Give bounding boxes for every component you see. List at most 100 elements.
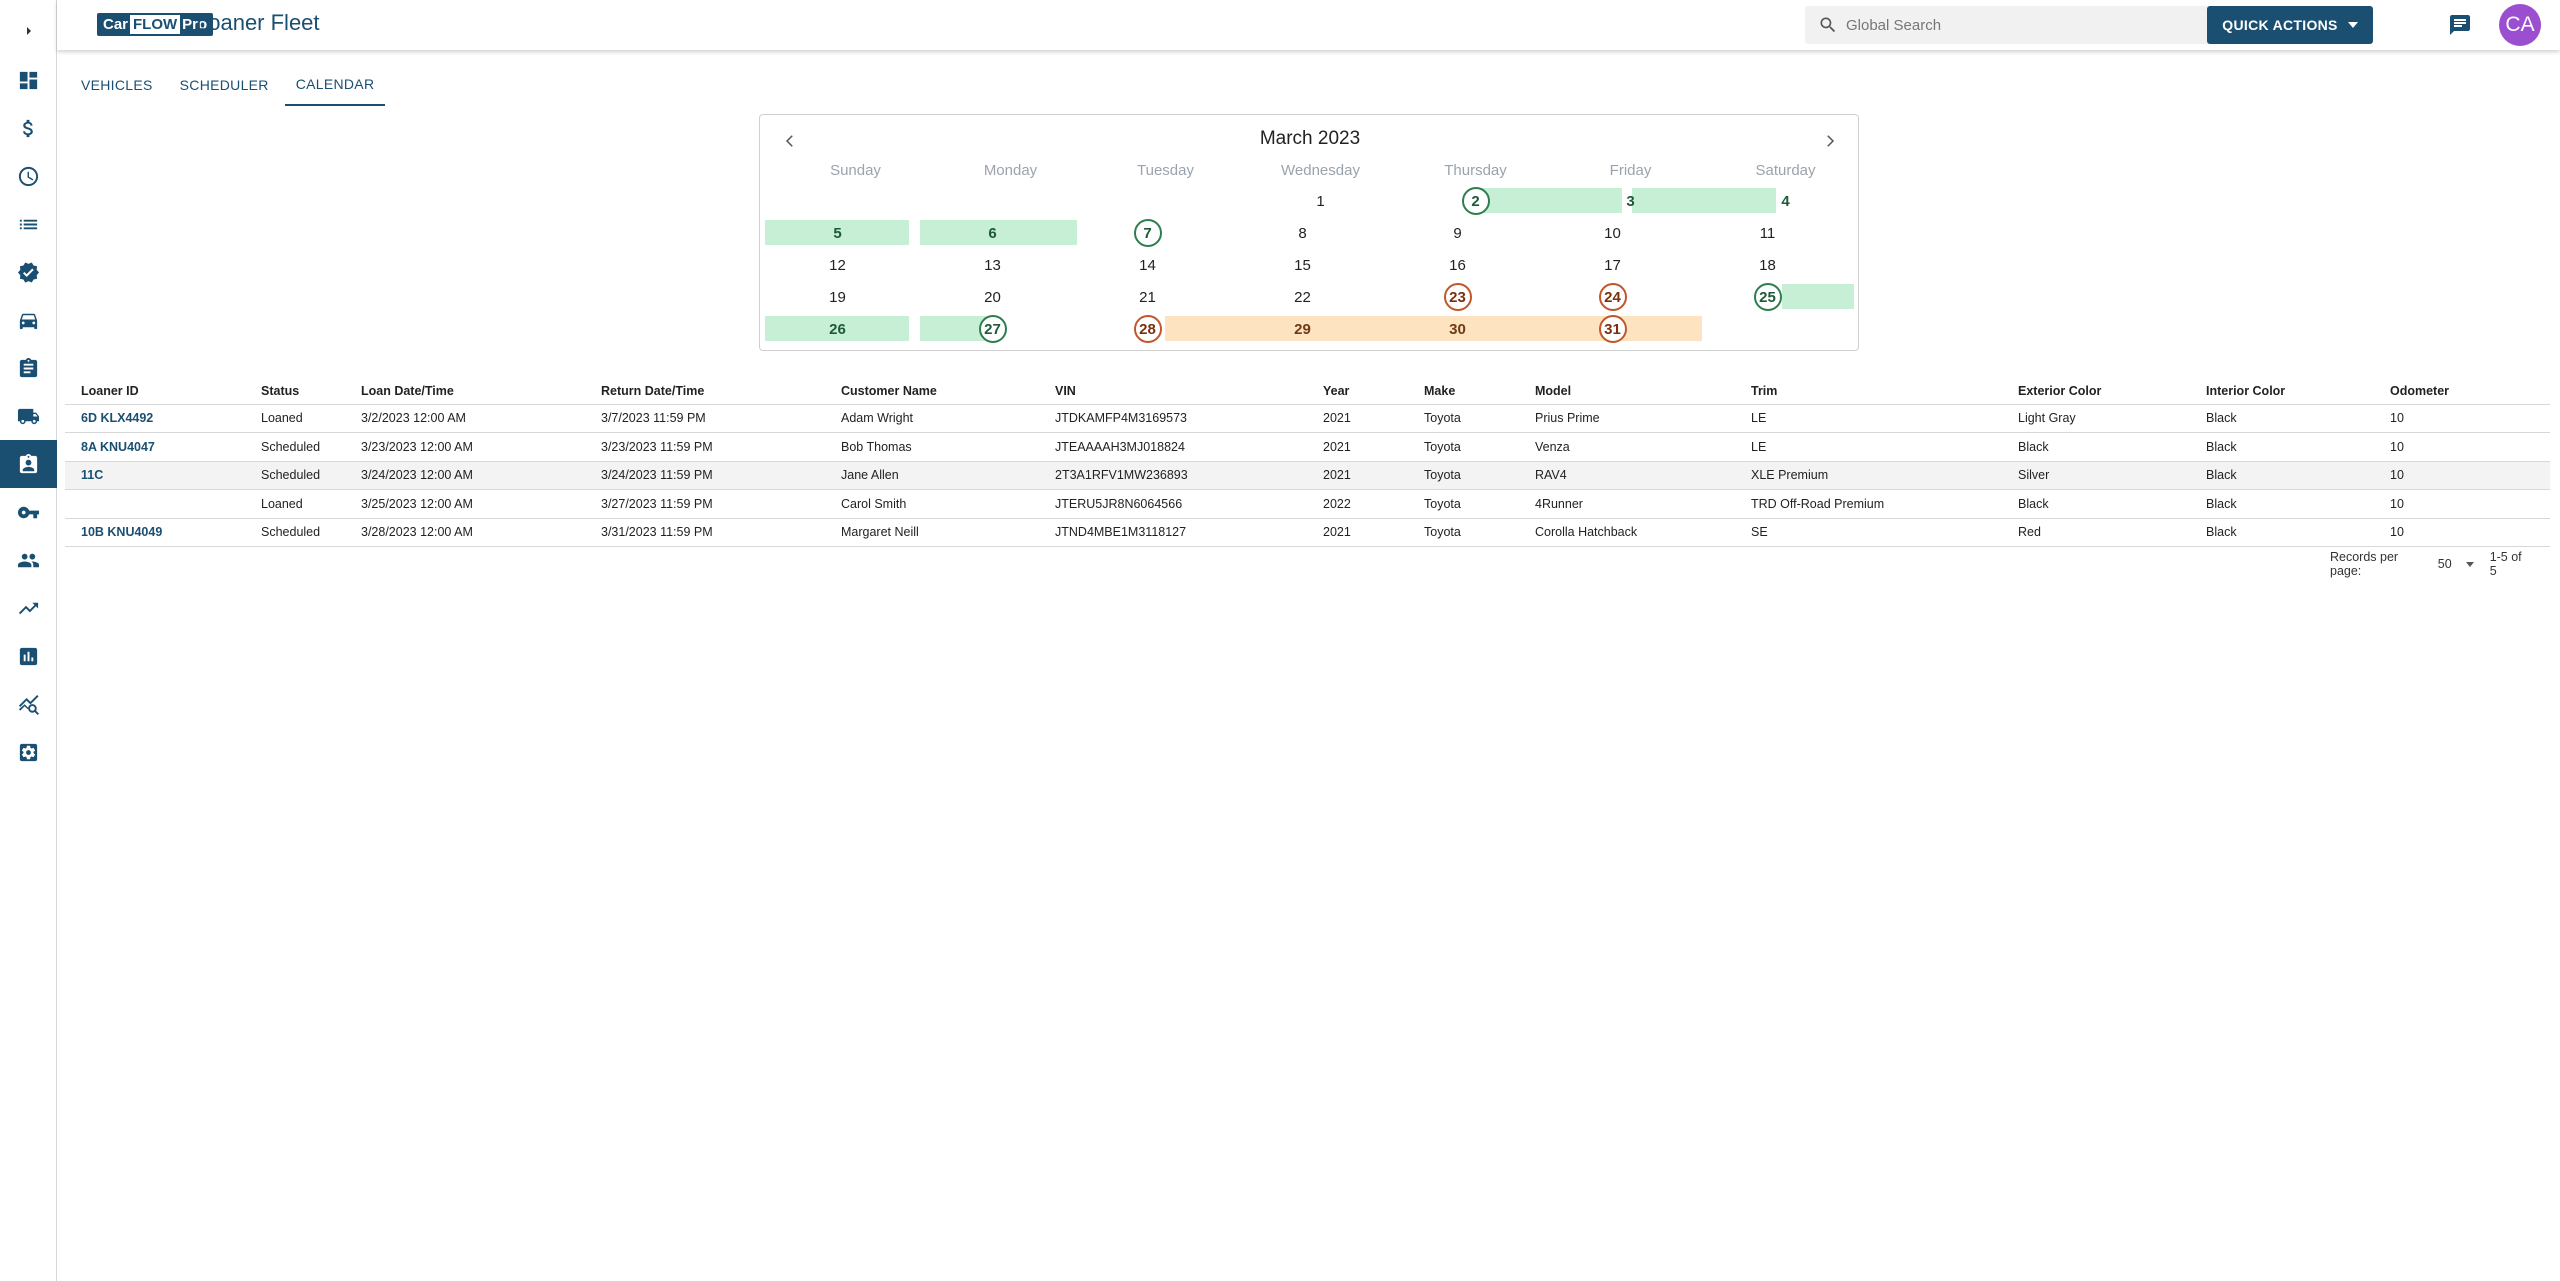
cell-vin: JTND4MBE1M3118127 xyxy=(1039,518,1307,547)
records-per-page-label: Records per page: xyxy=(2330,550,2399,578)
calendar-day[interactable]: 15 xyxy=(1294,256,1311,274)
records-per-page-select[interactable]: 50 xyxy=(2438,557,2474,571)
column-header[interactable]: Status xyxy=(245,378,345,405)
table-row[interactable]: 10B KNU4049 Scheduled 3/28/2023 12:00 AM… xyxy=(65,518,2550,547)
nav-customers[interactable] xyxy=(0,536,57,584)
nav-list[interactable] xyxy=(0,200,57,248)
calendar-day[interactable]: 24 xyxy=(1535,281,1690,313)
calendar-day[interactable]: 28 xyxy=(1070,313,1225,345)
cell-odometer: 10 xyxy=(2374,489,2550,519)
calendar-day[interactable]: 11 xyxy=(1759,224,1776,242)
calendar-day[interactable]: 6 xyxy=(988,224,997,242)
column-header[interactable]: Interior Color xyxy=(2190,378,2374,405)
calendar-day[interactable]: 27 xyxy=(915,313,1070,345)
loaner-id-link[interactable]: 8A KNU4047 xyxy=(81,439,155,454)
column-header[interactable]: Loaner ID xyxy=(65,378,245,405)
table-row[interactable]: Loaned 3/25/2023 12:00 AM 3/27/2023 11:5… xyxy=(65,489,2550,519)
calendar-day[interactable]: 14 xyxy=(1139,256,1156,274)
calendar-day[interactable]: 10 xyxy=(1604,224,1621,242)
calendar-day[interactable]: 26 xyxy=(829,320,846,338)
tab-scheduler[interactable]: SCHEDULER xyxy=(179,77,269,93)
nav-loaner-fleet[interactable] xyxy=(0,440,57,488)
calendar-day[interactable]: 16 xyxy=(1449,256,1466,274)
nav-keys[interactable] xyxy=(0,488,57,536)
calendar-day[interactable]: 17 xyxy=(1604,256,1621,274)
calendar-day[interactable]: 2 xyxy=(1398,185,1553,217)
column-header[interactable]: Customer Name xyxy=(825,378,1039,405)
quick-actions-button[interactable]: QUICK ACTIONS xyxy=(2207,6,2373,44)
column-header[interactable]: Loan Date/Time xyxy=(345,378,585,405)
table-row[interactable]: 6D KLX4492 Loaned 3/2/2023 12:00 AM 3/7/… xyxy=(65,404,2550,433)
nav-trends[interactable] xyxy=(0,584,57,632)
user-avatar[interactable]: CA xyxy=(2499,4,2541,46)
calendar-day[interactable]: 22 xyxy=(1294,288,1311,306)
loaner-id-link[interactable]: 10B KNU4049 xyxy=(81,525,163,540)
column-header[interactable]: Make xyxy=(1408,378,1519,405)
carflowpro-logo[interactable]: Car FLOW Pro xyxy=(97,13,214,36)
nav-sales[interactable] xyxy=(0,104,57,152)
nav-verified[interactable] xyxy=(0,248,57,296)
calendar-day[interactable]: 9 xyxy=(1453,224,1462,242)
caret-down-icon xyxy=(2465,561,2474,567)
calendar-day[interactable]: 23 xyxy=(1380,281,1535,313)
table-row[interactable]: 8A KNU4047 Scheduled 3/23/2023 12:00 AM … xyxy=(65,432,2550,462)
nav-dashboard[interactable] xyxy=(0,56,57,104)
calendar-day[interactable]: 3 xyxy=(1626,192,1635,210)
column-header[interactable]: Trim xyxy=(1735,378,2002,405)
column-header[interactable]: Year xyxy=(1307,378,1408,405)
calendar-day[interactable]: 30 xyxy=(1449,320,1466,338)
calendar-day[interactable]: 12 xyxy=(829,256,846,274)
column-header[interactable]: Odometer xyxy=(2374,378,2550,405)
table-row[interactable]: 11C Scheduled 3/24/2023 12:00 AM 3/24/20… xyxy=(65,461,2550,490)
cell-trim: TRD Off-Road Premium xyxy=(1735,489,2002,519)
weekday-tuesday: Tuesday xyxy=(1137,162,1194,179)
calendar-day[interactable]: 29 xyxy=(1294,320,1311,338)
expand-sidebar-button[interactable] xyxy=(0,18,57,44)
next-month-button[interactable] xyxy=(1818,129,1842,153)
column-header[interactable]: Exterior Color xyxy=(2002,378,2190,405)
cell-vin: JTDKAMFP4M3169573 xyxy=(1039,404,1307,433)
weekday-thursday: Thursday xyxy=(1444,162,1507,179)
tab-vehicles[interactable]: VEHICLES xyxy=(81,77,153,93)
calendar-day[interactable]: 31 xyxy=(1535,313,1690,345)
calendar-day[interactable]: 7 xyxy=(1070,217,1225,249)
nav-tasks[interactable] xyxy=(0,344,57,392)
calendar-day[interactable]: 18 xyxy=(1759,256,1776,274)
calendar-day[interactable]: 4 xyxy=(1781,192,1790,210)
nav-history[interactable] xyxy=(0,152,57,200)
caret-down-icon xyxy=(2347,22,2358,28)
messages-button[interactable] xyxy=(2448,13,2472,37)
clock-icon xyxy=(18,166,39,186)
nav-vehicles[interactable] xyxy=(0,296,57,344)
calendar-day[interactable]: 8 xyxy=(1298,224,1307,242)
nav-reports[interactable] xyxy=(0,632,57,680)
loaner-id-link[interactable]: 11C xyxy=(81,468,104,483)
column-header[interactable]: VIN xyxy=(1039,378,1307,405)
loaner-id-link[interactable]: 6D KLX4492 xyxy=(81,411,154,426)
cell-customer: Adam Wright xyxy=(825,404,1039,433)
nav-analytics[interactable] xyxy=(0,680,57,728)
calendar-day[interactable]: 21 xyxy=(1139,288,1156,306)
calendar-day[interactable]: 5 xyxy=(833,224,842,242)
tab-calendar[interactable]: CALENDAR xyxy=(284,64,386,106)
calendar-day[interactable]: 1 xyxy=(1316,192,1325,210)
column-header[interactable]: Model xyxy=(1519,378,1735,405)
calendar-day[interactable]: 20 xyxy=(984,288,1001,306)
calendar-day[interactable]: 25 xyxy=(1690,281,1845,313)
cell-model: Venza xyxy=(1519,432,1735,462)
calendar-day[interactable]: 19 xyxy=(829,288,846,306)
cell-customer: Jane Allen xyxy=(825,461,1039,490)
previous-month-button[interactable] xyxy=(778,129,802,153)
calendar-day[interactable]: 13 xyxy=(984,256,1001,274)
loan-range-highlight xyxy=(920,220,1077,245)
global-search[interactable] xyxy=(1805,6,2255,44)
global-search-input[interactable] xyxy=(1846,16,2226,34)
weekday-monday: Monday xyxy=(983,162,1038,179)
column-header[interactable]: Return Date/Time xyxy=(585,378,825,405)
cell-loaner-id: 10B KNU4049 xyxy=(65,518,245,547)
cell-odometer: 10 xyxy=(2374,518,2550,547)
cell-loaner-id xyxy=(65,489,245,519)
nav-transport[interactable] xyxy=(0,392,57,440)
cell-status: Scheduled xyxy=(245,518,345,547)
nav-settings[interactable] xyxy=(0,728,57,776)
